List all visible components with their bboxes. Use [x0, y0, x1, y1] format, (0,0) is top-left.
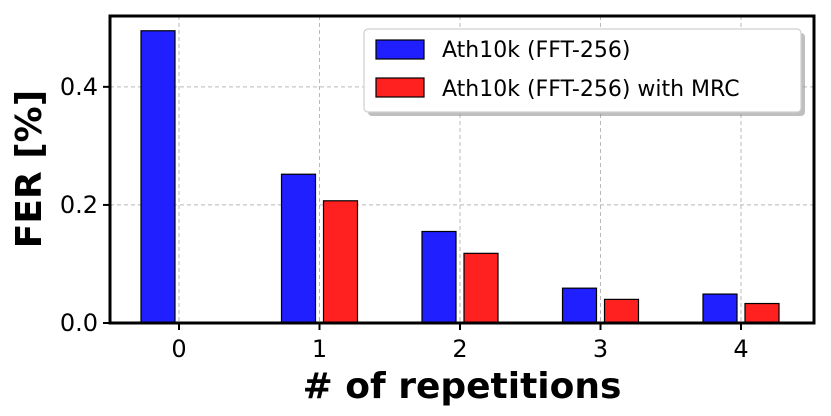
x-axis-title: # of repetitions — [303, 366, 622, 407]
x-tick-label: 1 — [312, 335, 327, 363]
bars — [140, 30, 780, 324]
legend-swatch-series-2 — [375, 77, 425, 98]
legend-swatch-series-1 — [375, 39, 425, 60]
x-tick-label: 0 — [171, 335, 186, 363]
bar-series-1-3 — [561, 287, 598, 324]
x-tick-label: 2 — [452, 335, 467, 363]
bar-series-1-4 — [702, 293, 738, 324]
bar-series-1-1 — [280, 173, 317, 324]
y-tick-label: 0.4 — [60, 73, 98, 101]
y-tick-label: 0.0 — [60, 309, 98, 337]
axis-ticks: 0.0 0.2 0.4 0 1 2 3 4 — [60, 73, 749, 363]
bar-series-1-2 — [421, 230, 457, 324]
bar-series-2-1 — [322, 200, 359, 324]
legend-label-series-1: Ath10k (FFT-256) — [442, 38, 630, 63]
legend-box — [363, 28, 802, 113]
x-tick-label: 4 — [733, 335, 748, 363]
x-tick-label: 3 — [593, 335, 608, 363]
legend: Ath10k (FFT-256) Ath10k (FFT-256) with M… — [363, 28, 805, 116]
bar-series-2-2 — [463, 252, 499, 324]
y-axis-title: FER [%] — [9, 90, 50, 248]
bar-series-2-4 — [744, 302, 780, 324]
plot-frame — [108, 14, 816, 325]
legend-label-series-2: Ath10k (FFT-256) with MRC — [442, 77, 740, 102]
bar-series-2-3 — [603, 298, 640, 324]
bar-series-1-0 — [140, 30, 176, 324]
y-tick-label: 0.2 — [60, 191, 98, 219]
